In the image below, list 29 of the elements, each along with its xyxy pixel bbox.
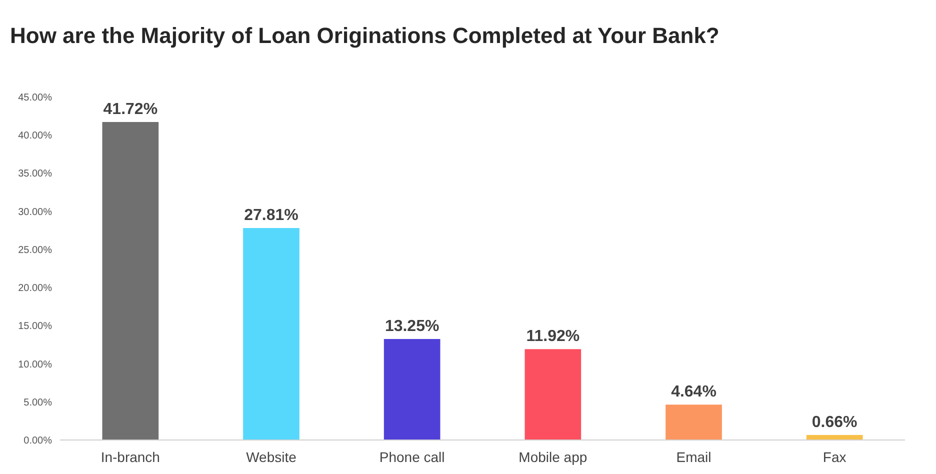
x-tick-label: Email (676, 449, 712, 465)
data-label: 13.25% (384, 318, 440, 336)
x-tick-label: In-branch (100, 449, 160, 465)
x-tick-label: Website (246, 449, 297, 465)
data-label: 0.66% (812, 414, 858, 431)
y-tick-label: 15.00% (18, 321, 52, 332)
data-label: 41.72% (103, 101, 158, 118)
y-tick-label: 0.00% (24, 436, 52, 446)
bar (243, 228, 300, 440)
y-tick-label: 35.00% (18, 168, 52, 180)
y-tick-label: 45.00% (18, 92, 52, 104)
bar (102, 122, 159, 440)
bar (524, 349, 582, 440)
y-tick-label: 20.00% (18, 283, 52, 294)
chart-title: How are the Majority of Loan Originations Completed at Your Bank? (10, 23, 720, 48)
y-tick-label: 10.00% (18, 359, 52, 370)
y-tick-label: 25.00% (18, 244, 52, 256)
x-tick-label: Mobile app (518, 449, 588, 465)
bar (806, 434, 863, 440)
data-label: 11.92% (526, 328, 580, 346)
x-tick-label: Phone call (379, 449, 445, 465)
bar (666, 404, 722, 440)
data-label: 4.64% (671, 384, 716, 401)
y-tick-label: 30.00% (18, 206, 52, 218)
y-tick-label: 40.00% (18, 130, 52, 142)
bar (384, 339, 440, 440)
data-label: 27.81% (244, 207, 298, 224)
y-tick-label: 5.00% (24, 397, 52, 408)
x-tick-label: Fax (822, 449, 846, 465)
